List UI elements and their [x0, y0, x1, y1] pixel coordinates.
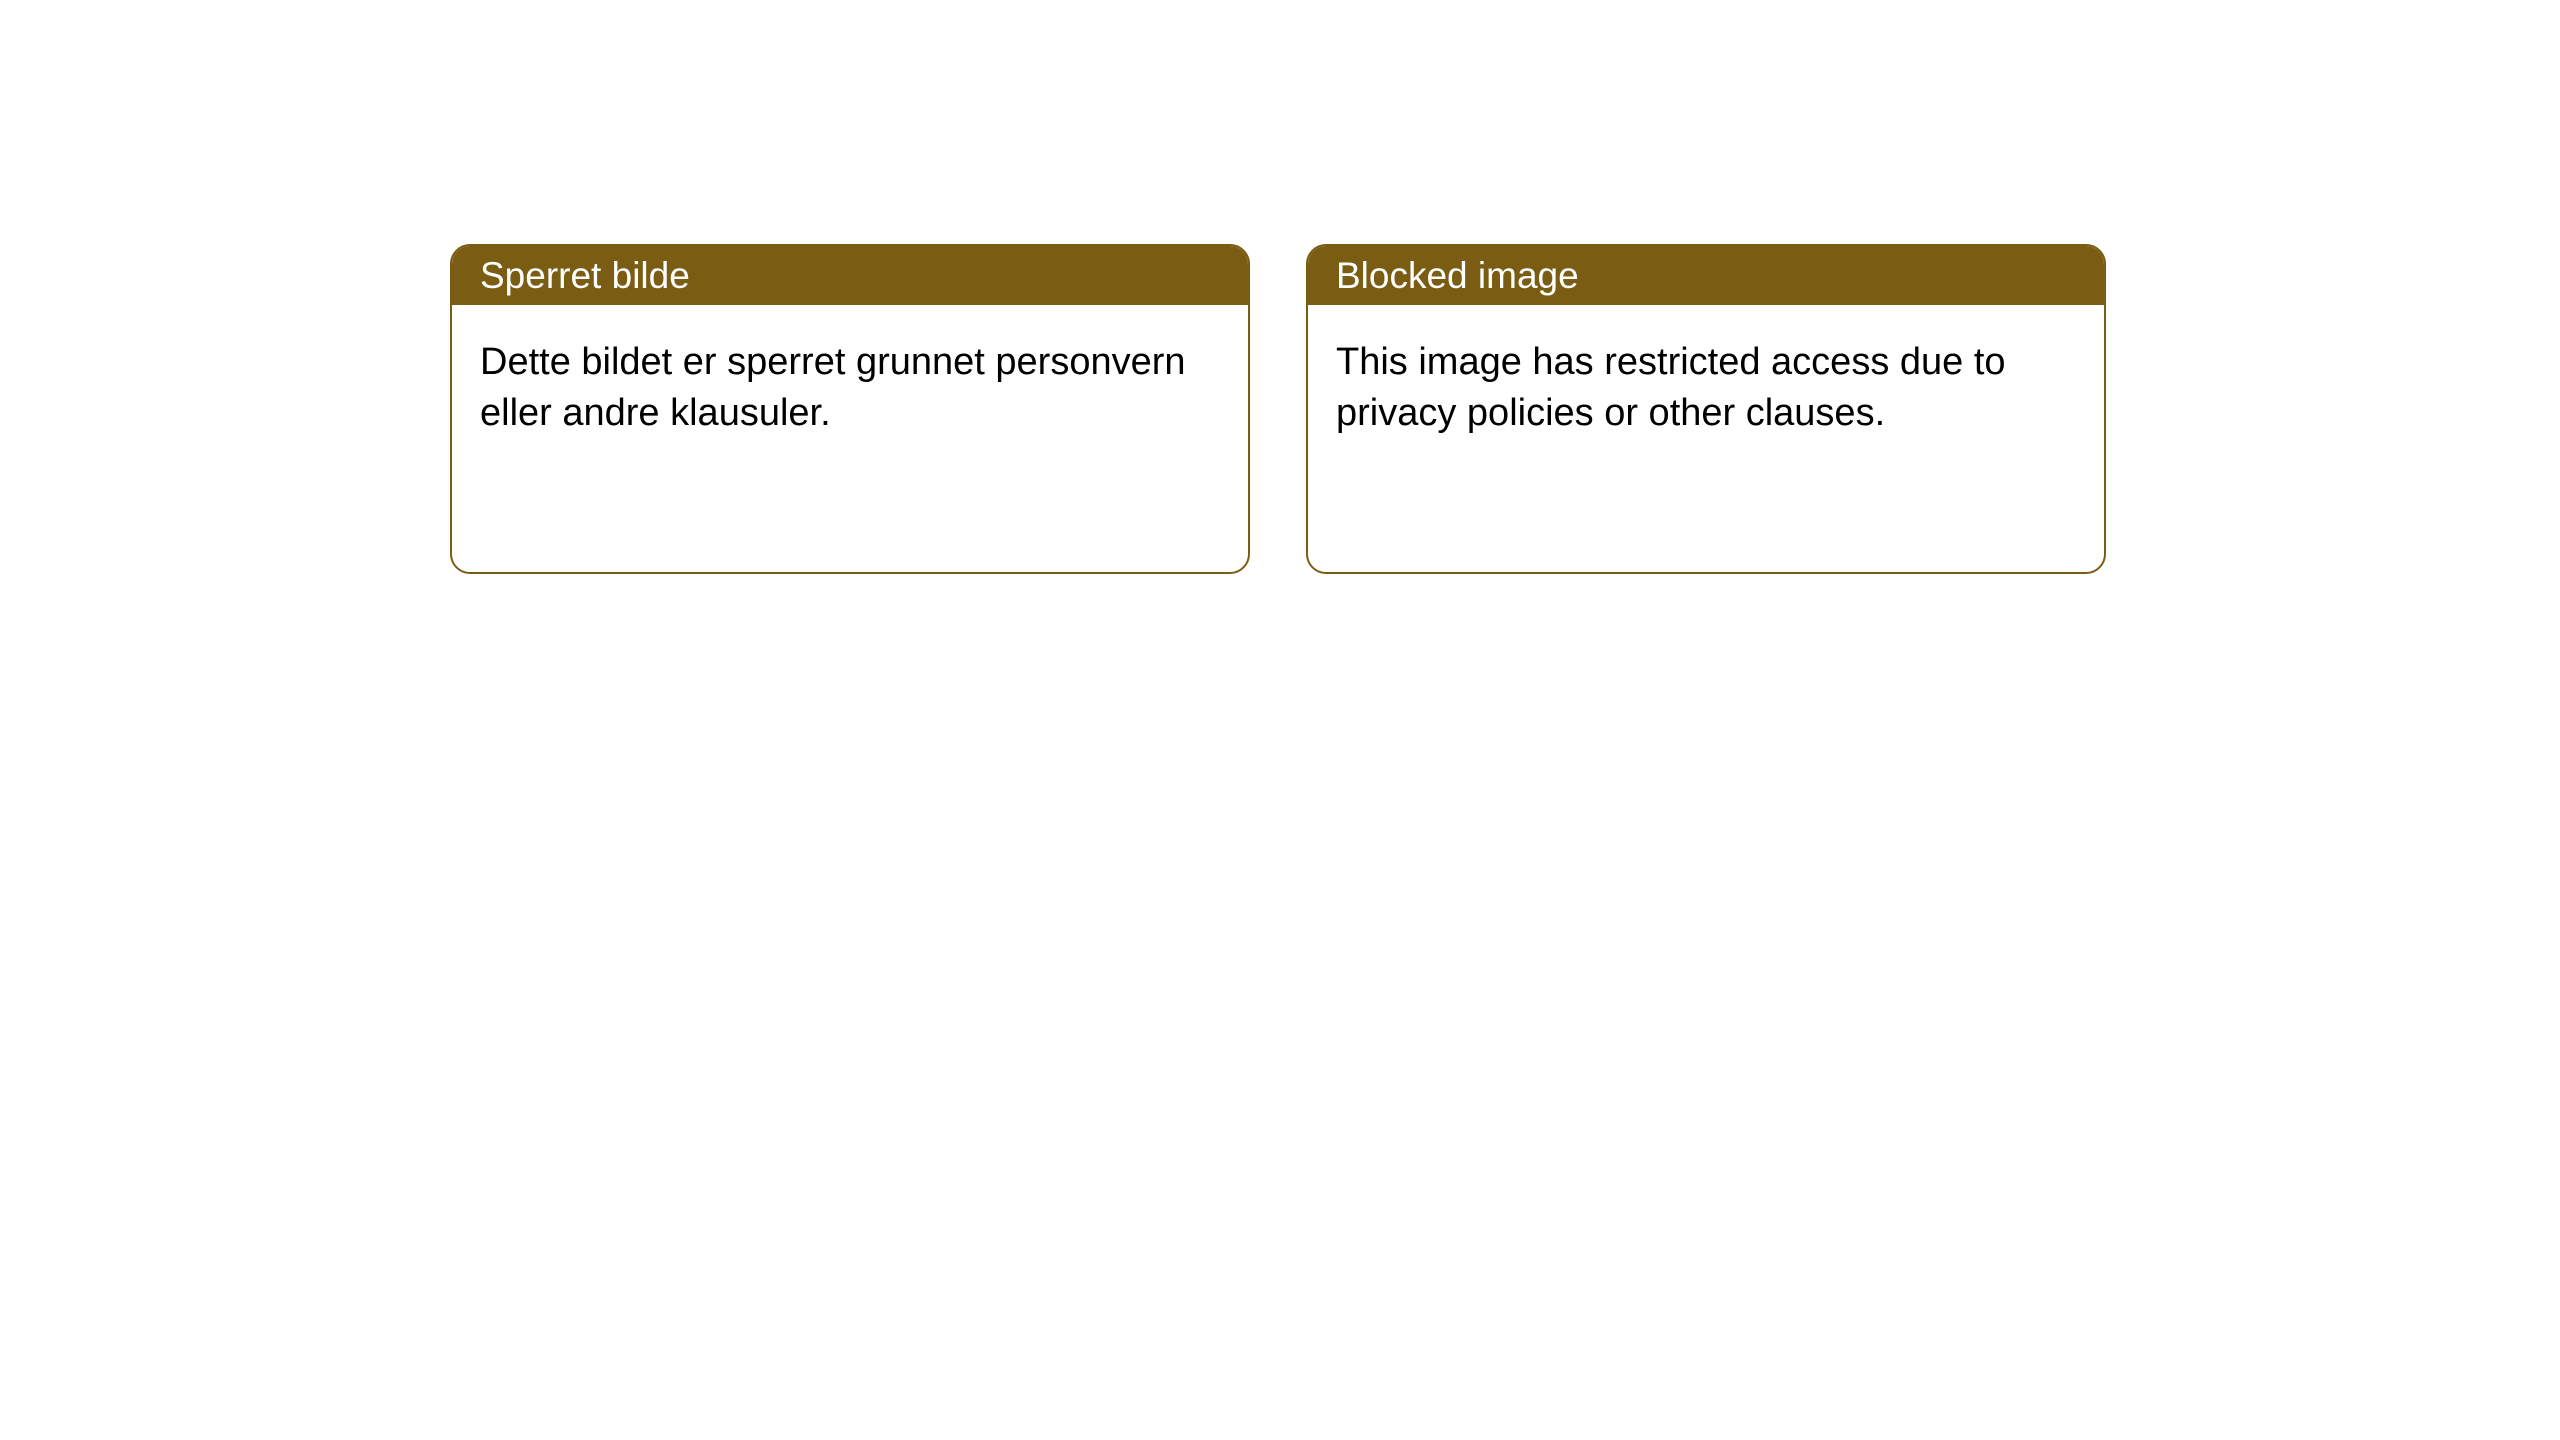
notice-card-text: This image has restricted access due to … — [1336, 341, 2006, 434]
notice-card-text: Dette bildet er sperret grunnet personve… — [480, 341, 1186, 434]
notice-card-header: Blocked image — [1308, 246, 2104, 305]
notice-card-title: Blocked image — [1336, 255, 1579, 297]
notice-card-title: Sperret bilde — [480, 255, 690, 297]
notice-card-body: This image has restricted access due to … — [1308, 305, 2104, 472]
notice-cards-container: Sperret bilde Dette bildet er sperret gr… — [450, 244, 2106, 574]
notice-card-header: Sperret bilde — [452, 246, 1248, 305]
notice-card-english: Blocked image This image has restricted … — [1306, 244, 2106, 574]
notice-card-body: Dette bildet er sperret grunnet personve… — [452, 305, 1248, 472]
notice-card-norwegian: Sperret bilde Dette bildet er sperret gr… — [450, 244, 1250, 574]
